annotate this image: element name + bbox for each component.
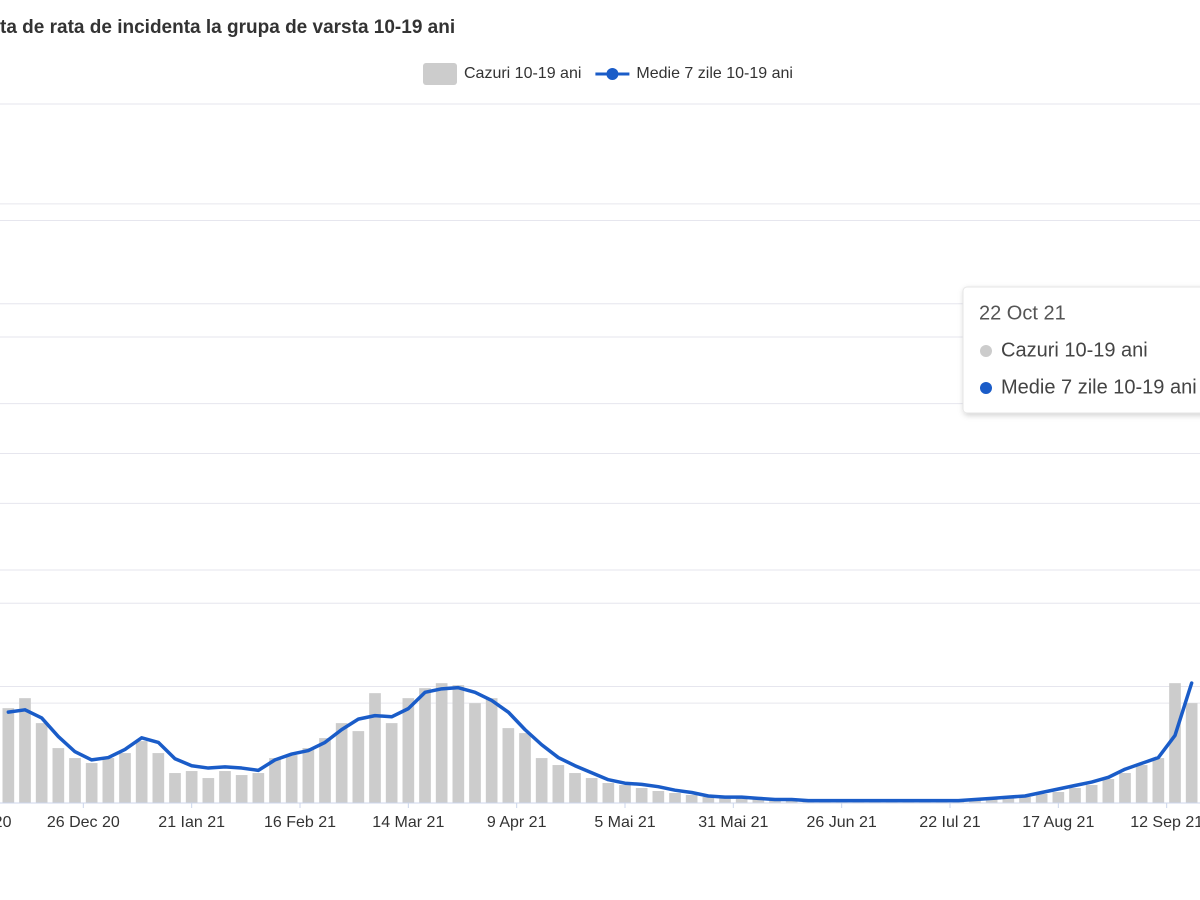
tooltip-marker	[980, 382, 992, 394]
x-tick-label: 16 Feb 21	[264, 814, 336, 831]
x-tick-label: 12 Sep 21	[1130, 814, 1200, 831]
bar	[385, 723, 398, 803]
bar	[735, 798, 748, 803]
bar	[685, 795, 698, 803]
legend-swatch	[423, 63, 457, 85]
bar	[552, 765, 565, 803]
bar	[652, 791, 665, 803]
x-tick-label: 5 Mai 21	[594, 814, 655, 831]
legend-label[interactable]: Medie 7 zile 10-19 ani	[636, 65, 793, 82]
bar	[702, 797, 715, 803]
bar	[335, 723, 348, 803]
bar	[302, 748, 315, 803]
bar	[135, 741, 148, 803]
bar	[1169, 683, 1181, 803]
bar	[1019, 797, 1031, 803]
bar	[1135, 765, 1148, 803]
x-tick-label: 21 Ian 21	[158, 814, 225, 831]
bar	[602, 783, 615, 803]
legend-marker	[606, 68, 619, 80]
bar	[619, 785, 631, 803]
bar	[202, 778, 215, 803]
chart-title: ta de rata de incidenta la grupa de vars…	[0, 17, 455, 38]
bar	[569, 773, 581, 803]
tooltip: 22 Oct 21 Cazuri 10-19 ani Medie 7 zile …	[962, 286, 1200, 414]
bar	[85, 763, 98, 803]
bar	[1185, 703, 1198, 803]
bar	[369, 693, 381, 803]
bar	[1052, 792, 1065, 803]
bar	[319, 738, 331, 803]
bar	[719, 798, 731, 803]
bar	[435, 683, 448, 803]
bar	[152, 753, 165, 803]
x-tick-label: 26 Jun 21	[807, 814, 877, 831]
bar	[785, 800, 798, 803]
bar	[502, 728, 515, 803]
bar	[119, 753, 131, 803]
x-tick-label: 26 Dec 20	[47, 814, 120, 831]
tooltip-box	[962, 286, 1200, 414]
bar	[1152, 758, 1165, 803]
bar	[52, 748, 65, 803]
bar	[419, 688, 431, 803]
bar	[169, 773, 181, 803]
bar	[1085, 785, 1098, 803]
x-tick-label: 31 Mai 21	[698, 814, 768, 831]
bars	[2, 683, 1198, 803]
bar	[352, 731, 365, 803]
tooltip-title: 22 Oct 21	[979, 302, 1066, 324]
bar	[102, 758, 115, 803]
bar	[2, 708, 15, 803]
tooltip-marker	[980, 345, 992, 357]
bar	[1002, 798, 1015, 803]
bar	[1102, 779, 1115, 803]
bar	[252, 773, 265, 803]
bar	[469, 703, 481, 803]
x-tick-label: 17 Aug 21	[1022, 814, 1094, 831]
bar	[35, 723, 48, 803]
bar	[769, 800, 781, 803]
x-tick-label: 14 Mar 21	[372, 814, 444, 831]
bar	[519, 733, 531, 803]
bar	[185, 771, 198, 803]
bar	[1069, 788, 1081, 803]
bar	[285, 755, 298, 803]
bar	[69, 758, 81, 803]
x-tick-label: 22 Iul 21	[919, 814, 980, 831]
bar	[452, 685, 465, 803]
bar	[19, 698, 31, 803]
tooltip-series: Cazuri 10-19 ani	[1001, 339, 1148, 361]
legend: Cazuri 10-19 ani Medie 7 zile 10-19 ani	[423, 63, 793, 85]
tooltip-series: Medie 7 zile 10-19 ani	[1001, 376, 1197, 398]
bar	[985, 799, 998, 803]
bar	[402, 698, 415, 803]
bar	[235, 775, 248, 803]
bar	[1035, 794, 1048, 803]
grid	[0, 103, 1200, 804]
bar	[219, 771, 231, 803]
bar	[752, 799, 765, 803]
x-tick-label: 9 Apr 21	[487, 814, 547, 831]
x-axis: 30 Nov 20 26 Dec 20 21 Ian 21 16 Feb 21 14 M…	[0, 802, 1200, 831]
lines	[6, 681, 1194, 803]
bar	[669, 793, 681, 803]
legend-label[interactable]: Cazuri 10-19 ani	[464, 65, 581, 82]
x-tick-label: 30 Nov 20	[0, 814, 12, 831]
bar	[585, 778, 598, 803]
bar	[485, 698, 498, 803]
bar	[269, 758, 281, 803]
bar	[1119, 773, 1131, 803]
bar	[969, 800, 981, 803]
bar	[635, 788, 648, 803]
line	[6, 681, 1194, 803]
bar	[535, 758, 548, 803]
